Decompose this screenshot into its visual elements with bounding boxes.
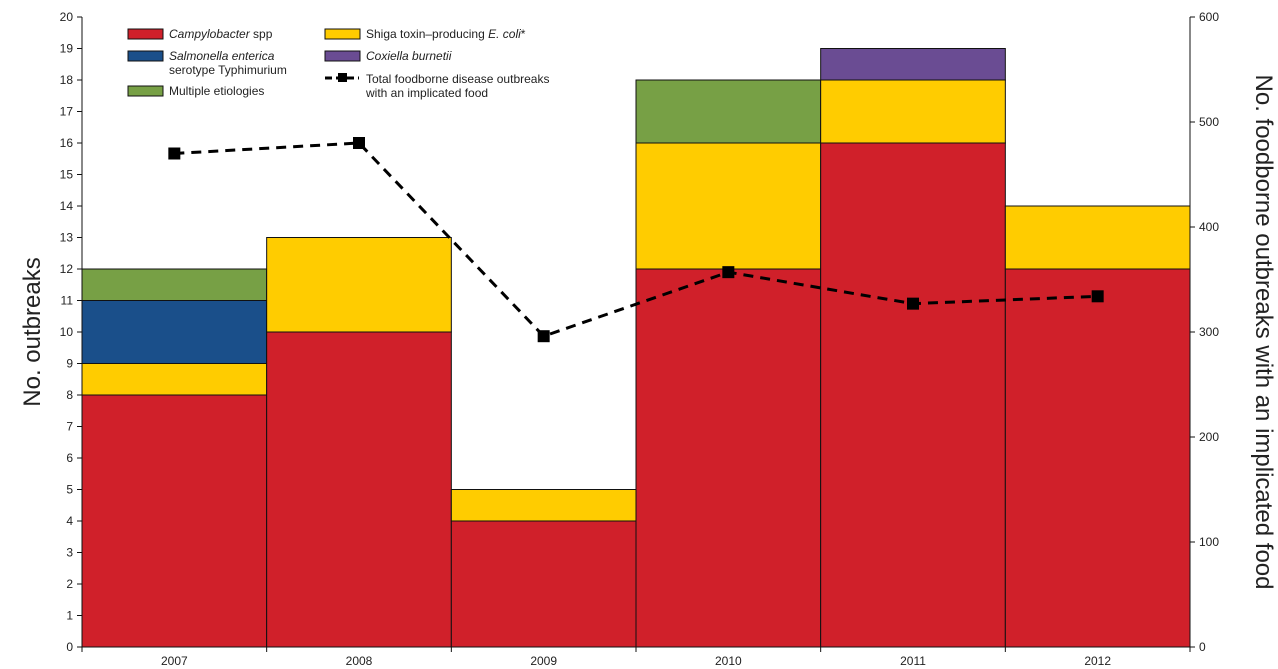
line-point <box>1091 290 1104 303</box>
y2-tick-label: 500 <box>1199 115 1219 129</box>
legend-swatch <box>127 85 164 97</box>
y2-tick-label: 0 <box>1199 640 1206 654</box>
y-tick-label: 3 <box>66 546 73 560</box>
y-tick-label: 16 <box>60 136 74 150</box>
y2-tick-label: 400 <box>1199 220 1219 234</box>
bar-segment <box>635 142 822 270</box>
y-tick-label: 0 <box>66 640 73 654</box>
bars-layer <box>81 48 1191 648</box>
legend-label: Salmonella enterica <box>169 49 275 63</box>
legend-swatch <box>324 28 361 40</box>
y-tick-label: 13 <box>60 231 74 245</box>
bar-segment <box>81 394 268 648</box>
line-point <box>722 266 735 279</box>
legend-line-marker <box>338 73 347 82</box>
total-outbreaks-line <box>174 141 1098 338</box>
bar-segment <box>81 363 268 396</box>
axes-layer: 0123456789101112131415161718192001002003… <box>60 10 1220 668</box>
y-tick-label: 5 <box>66 483 73 497</box>
bar-segment <box>820 48 1006 81</box>
y-tick-label: 19 <box>60 42 74 56</box>
legend-label: Shiga toxin–producing E. coli* <box>366 27 526 41</box>
x-tick-label: 2012 <box>1084 654 1111 668</box>
legend-label: Coxiella burnetii <box>366 49 452 63</box>
line-point <box>168 147 181 160</box>
line-point <box>353 137 365 149</box>
legend-label: Campylobacter spp <box>169 27 273 41</box>
y-tick-label: 18 <box>60 73 74 87</box>
y-tick-label: 17 <box>60 105 74 119</box>
x-tick-label: 2009 <box>530 654 557 668</box>
legend-label: Total foodborne disease outbreaks <box>366 72 549 86</box>
y2-tick-label: 200 <box>1199 430 1219 444</box>
bar-segment <box>266 237 452 333</box>
y-tick-label: 2 <box>66 577 73 591</box>
bar-segment <box>1004 268 1191 648</box>
bar-segment <box>450 520 637 648</box>
bar-segment <box>266 331 452 648</box>
bar-segment <box>1004 205 1191 270</box>
legend-label: Multiple etiologies <box>169 84 264 98</box>
bar-segment <box>81 268 268 301</box>
y-tick-label: 15 <box>60 168 74 182</box>
bar-segment <box>635 79 822 144</box>
y-tick-label: 20 <box>60 10 74 24</box>
bar-segment <box>450 489 637 522</box>
bar-segment <box>820 79 1006 144</box>
y-tick-label: 8 <box>66 388 73 402</box>
y2-tick-label: 300 <box>1199 325 1219 339</box>
x-tick-label: 2007 <box>161 654 188 668</box>
legend-swatch <box>127 28 164 40</box>
legend: Campylobacter spp Shiga toxin–producing E… <box>127 27 549 100</box>
legend-swatch <box>127 50 164 62</box>
y-tick-label: 9 <box>66 357 73 371</box>
y2-tick-label: 600 <box>1199 10 1219 24</box>
y-tick-label: 10 <box>60 325 74 339</box>
y2-tick-label: 100 <box>1199 535 1219 549</box>
x-tick-label: 2010 <box>715 654 742 668</box>
x-tick-label: 2008 <box>346 654 373 668</box>
line-point <box>537 330 550 343</box>
y-tick-label: 11 <box>61 294 74 308</box>
legend-label-line2: serotype Typhimurium <box>169 63 287 77</box>
y-tick-label: 14 <box>60 199 74 213</box>
bar-segment <box>635 268 822 648</box>
y-tick-label: 1 <box>66 609 73 623</box>
legend-swatch <box>324 50 361 62</box>
y-tick-label: 6 <box>66 451 73 465</box>
legend-label-line2: with an implicated food <box>365 86 488 100</box>
bar-segment <box>81 300 268 364</box>
y-tick-label: 12 <box>60 262 74 276</box>
y2-axis-title: No. foodborne outbreaks with an implicat… <box>1250 75 1277 590</box>
line-layer <box>168 137 1104 343</box>
y-tick-label: 7 <box>66 420 73 434</box>
y-axis-title: No. outbreaks <box>19 257 46 406</box>
bar-segment <box>820 142 1006 648</box>
y-tick-label: 4 <box>66 514 73 528</box>
x-tick-label: 2011 <box>900 654 926 668</box>
line-point <box>907 297 919 310</box>
